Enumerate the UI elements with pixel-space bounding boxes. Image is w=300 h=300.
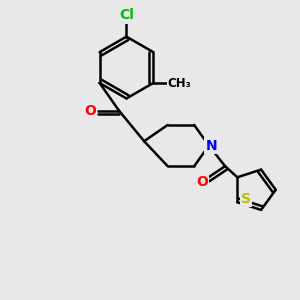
Text: S: S [241, 192, 250, 206]
Text: O: O [84, 103, 96, 118]
Text: Cl: Cl [119, 8, 134, 22]
Text: O: O [196, 176, 208, 189]
Text: CH₃: CH₃ [168, 76, 192, 89]
Text: N: N [206, 139, 217, 153]
